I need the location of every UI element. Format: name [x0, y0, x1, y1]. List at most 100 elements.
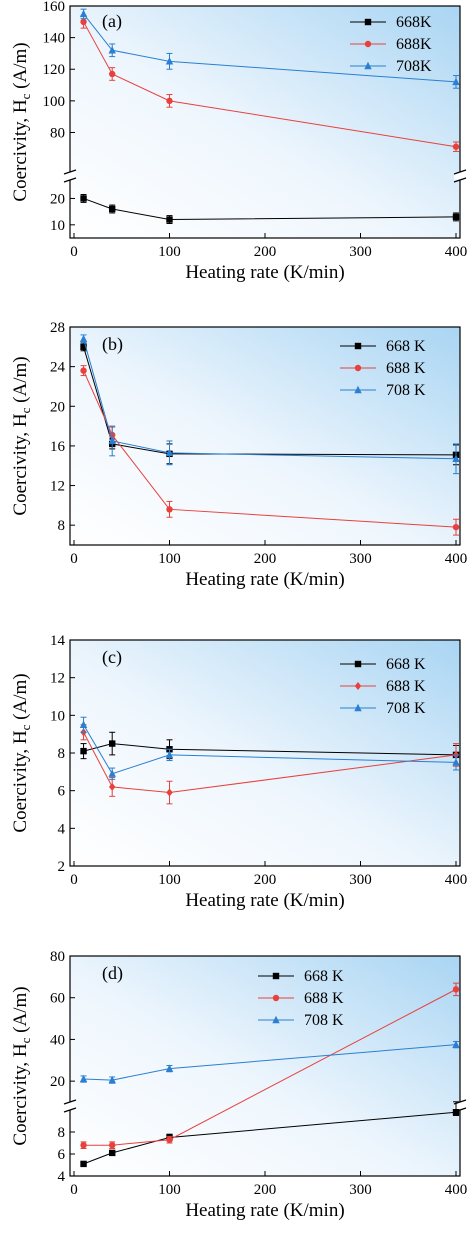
y-tick-label: 40	[50, 1032, 65, 1048]
plot-area	[70, 6, 460, 238]
legend-label: 688K	[396, 36, 432, 53]
x-tick-label: 300	[349, 551, 372, 567]
data-point	[80, 1142, 87, 1149]
x-tick-label: 300	[349, 244, 372, 260]
legend-marker	[364, 18, 372, 26]
plot-area	[70, 956, 460, 1176]
legend-label: 668 K	[386, 656, 426, 673]
legend-marker	[364, 61, 372, 70]
legend-label: 708K	[396, 58, 432, 75]
x-tick-label: 0	[70, 872, 78, 888]
panel-label: (c)	[102, 647, 122, 668]
y-tick-label: 8	[58, 518, 66, 534]
y-tick-label: 6	[58, 1147, 66, 1163]
data-point	[109, 1142, 116, 1149]
axis-break-gap-left	[64, 172, 76, 180]
series-0	[80, 194, 460, 224]
data-point	[452, 986, 460, 993]
data-point	[452, 143, 460, 150]
chart-panel-c: 0 100 200 300 400 2 4 6 8 10 12 14 Heating rate (K/m…	[10, 633, 467, 911]
axis-break-gap-left	[64, 1102, 76, 1110]
data-point	[109, 782, 116, 791]
y-axis-label: Coercivity, Hc (A/m)	[10, 673, 33, 832]
series-line	[83, 13, 457, 83]
series-line	[83, 338, 457, 460]
data-point	[452, 1109, 460, 1116]
y-axis-label-unit: (A/m)	[10, 986, 31, 1037]
y-tick-label: 12	[50, 671, 65, 687]
series-line	[83, 724, 457, 775]
y-tick-label: 4	[58, 1169, 66, 1185]
legend-label: 708 K	[386, 700, 426, 717]
legend-label: 668 K	[304, 968, 344, 985]
data-point	[452, 213, 460, 221]
y-axis-label-unit: (A/m)	[10, 356, 31, 407]
legend-marker	[272, 1015, 280, 1024]
data-point	[166, 788, 173, 797]
y-tick-label: 8	[58, 1125, 66, 1141]
data-point	[80, 367, 87, 374]
data-point	[166, 97, 173, 105]
data-point	[80, 343, 87, 351]
y-axis-label-main: Coercivity, H	[10, 1043, 31, 1145]
data-point	[108, 46, 116, 54]
series-2	[79, 716, 460, 780]
x-tick-label: 400	[445, 244, 468, 260]
x-tick-label: 200	[254, 872, 277, 888]
axis-break-gap-right	[454, 172, 466, 180]
y-axis-label-main: Coercivity, H	[10, 99, 31, 201]
x-axis-label: Heating rate (K/min)	[185, 890, 344, 911]
x-axis-label: Heating rate (K/min)	[185, 569, 344, 590]
chart-panel-b: 0 100 200 300 400 8 12 16 20 24 28 Heating rate (K/…	[10, 320, 467, 590]
y-tick-label: 140	[43, 31, 66, 47]
x-tick-label: 100	[158, 1182, 181, 1198]
y-axis-label-unit: (A/m)	[10, 673, 31, 724]
y-axis-label: Coercivity, Hc (A/m)	[10, 356, 33, 515]
data-point	[166, 216, 173, 223]
series-line	[83, 346, 457, 456]
y-tick-label: 16	[50, 439, 66, 455]
data-point	[80, 195, 87, 202]
data-point	[80, 18, 87, 26]
series-line	[83, 988, 457, 1146]
data-point	[108, 769, 116, 777]
data-point	[109, 740, 116, 747]
y-tick-label: 10	[50, 218, 65, 234]
data-point	[79, 9, 88, 18]
series-line	[83, 732, 457, 794]
y-tick-label: 24	[50, 360, 66, 376]
legend: 668 K 688 K 708 K	[258, 968, 344, 1029]
y-tick-label: 2	[58, 859, 66, 875]
x-tick-label: 400	[445, 872, 468, 888]
chart-panel-a: 0 100 200 300 400 10 20 80 100 120 140 160 Heating r…	[10, 0, 467, 283]
x-tick-label: 100	[158, 551, 181, 567]
legend-label: 708 K	[386, 382, 426, 399]
legend-label: 688 K	[386, 678, 426, 695]
plot-area	[70, 640, 460, 866]
data-point	[79, 334, 88, 343]
y-tick-label: 80	[50, 125, 65, 141]
y-tick-label: 100	[43, 94, 66, 110]
axis-break-mark	[63, 169, 77, 175]
y-tick-label: 12	[50, 479, 65, 495]
y-tick-label: 20	[50, 1074, 65, 1090]
y-tick-label: 6	[58, 784, 66, 800]
y-tick-label: 10	[50, 708, 65, 724]
panel-label: (d)	[102, 963, 123, 984]
y-axis-label-subscript: c	[18, 724, 33, 730]
legend-marker	[354, 682, 362, 690]
data-point	[109, 1149, 116, 1157]
legend-marker	[272, 972, 280, 980]
y-axis-label: Coercivity, Hc (A/m)	[10, 42, 33, 201]
x-tick-label: 300	[349, 872, 372, 888]
y-tick-label: 160	[43, 0, 66, 15]
series-line	[83, 370, 457, 528]
y-tick-label: 60	[50, 991, 65, 1007]
legend-label: 668 K	[386, 338, 426, 355]
x-tick-label: 400	[445, 1182, 468, 1198]
y-tick-label: 14	[50, 633, 66, 649]
data-point	[166, 506, 173, 513]
data-point	[165, 750, 174, 759]
x-tick-label: 0	[70, 244, 78, 260]
